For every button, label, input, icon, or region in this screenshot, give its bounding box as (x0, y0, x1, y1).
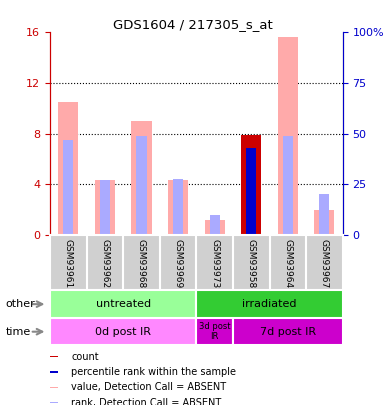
Bar (241, 135, 261, 235)
Bar (50, 290, 196, 318)
Bar (50, 356, 58, 358)
Text: untreated: untreated (95, 299, 151, 309)
Bar (58, 102, 79, 235)
Bar (173, 179, 183, 235)
Text: GSM93967: GSM93967 (320, 239, 329, 288)
Bar (50, 387, 58, 388)
Bar (319, 194, 330, 235)
Bar (95, 181, 115, 235)
Text: 0d post IR: 0d post IR (95, 327, 151, 337)
Bar (233, 318, 343, 345)
Text: 7d post IR: 7d post IR (260, 327, 316, 337)
Bar (131, 121, 152, 235)
Text: other: other (6, 299, 35, 309)
Bar (50, 371, 58, 373)
Bar (63, 140, 74, 235)
Text: count: count (71, 352, 99, 362)
Text: rank, Detection Call = ABSENT: rank, Detection Call = ABSENT (71, 398, 221, 405)
Text: GDS1604 / 217305_s_at: GDS1604 / 217305_s_at (113, 18, 272, 31)
Bar (196, 290, 343, 318)
Bar (278, 38, 298, 235)
Bar (246, 148, 256, 235)
Text: GSM93969: GSM93969 (174, 239, 182, 288)
Bar (209, 215, 220, 235)
Text: GSM93968: GSM93968 (137, 239, 146, 288)
Bar (136, 136, 147, 235)
Text: percentile rank within the sample: percentile rank within the sample (71, 367, 236, 377)
Bar (283, 136, 293, 235)
Bar (100, 180, 110, 235)
Text: GSM93964: GSM93964 (283, 239, 292, 288)
Bar (196, 318, 233, 345)
Bar (50, 318, 196, 345)
Bar (168, 181, 188, 235)
Bar (204, 220, 225, 235)
Text: GSM93973: GSM93973 (210, 239, 219, 288)
Bar (314, 210, 335, 235)
Text: time: time (6, 327, 31, 337)
Text: 3d post
IR: 3d post IR (199, 322, 230, 341)
Text: value, Detection Call = ABSENT: value, Detection Call = ABSENT (71, 382, 226, 392)
Text: GSM93962: GSM93962 (100, 239, 109, 288)
Text: GSM93958: GSM93958 (247, 239, 256, 288)
Text: irradiated: irradiated (242, 299, 297, 309)
Bar (50, 402, 58, 403)
Text: GSM93961: GSM93961 (64, 239, 73, 288)
